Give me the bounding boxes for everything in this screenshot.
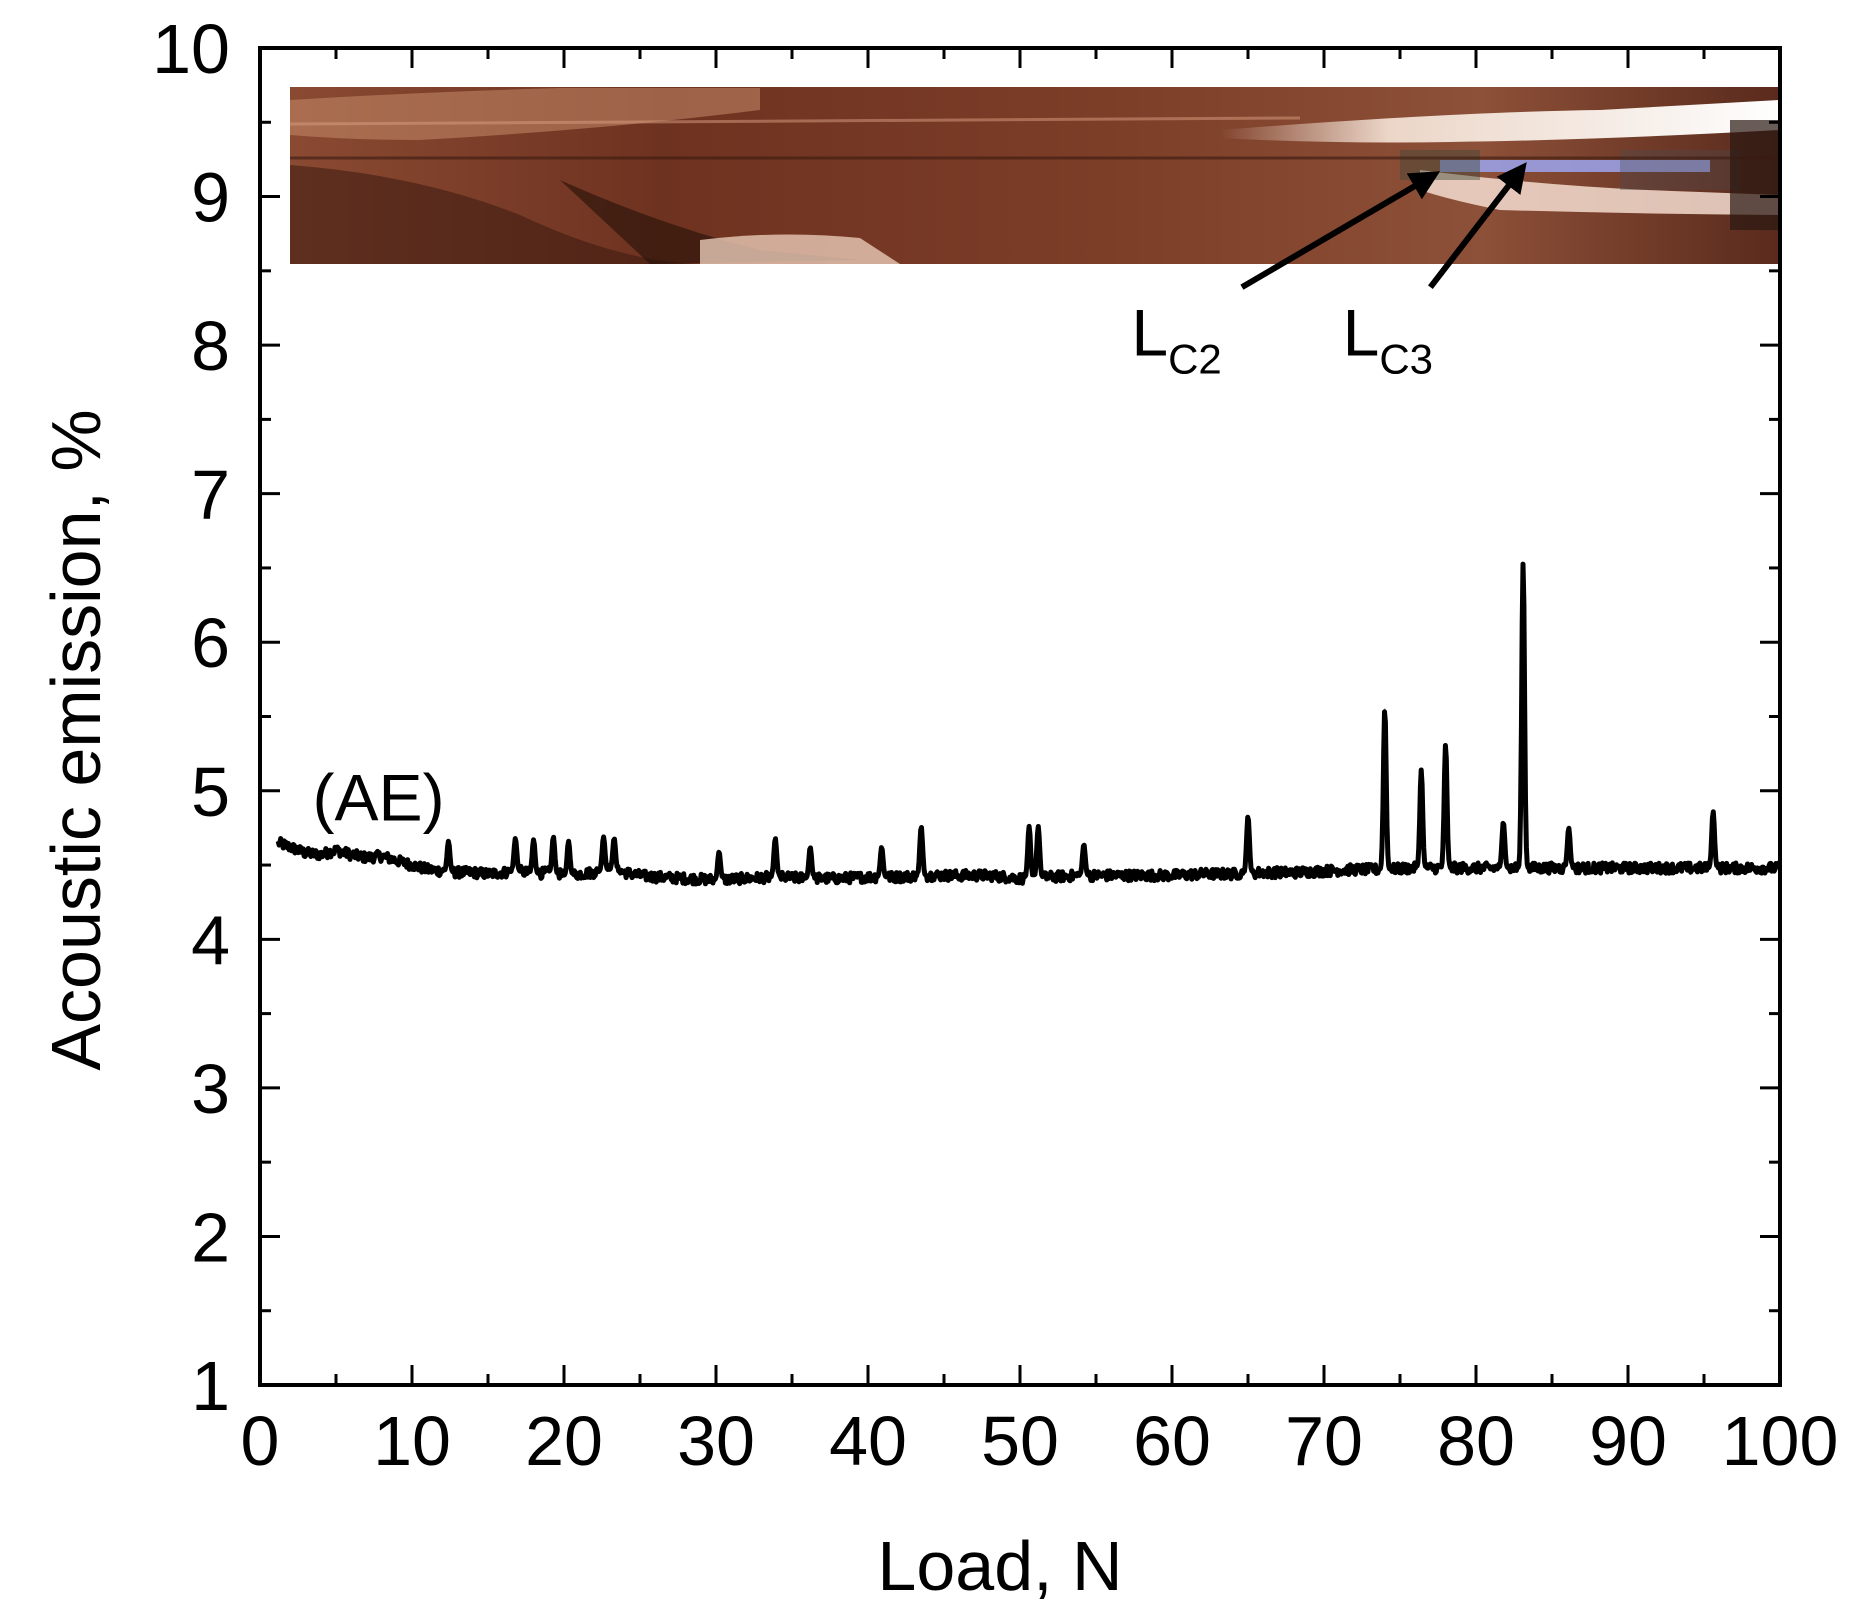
ae-spike-peak bbox=[1522, 562, 1524, 564]
ae-spike-peak bbox=[514, 837, 516, 839]
x-axis-title: Load, N bbox=[877, 1527, 1122, 1605]
axis-ticks: 0 10 20 30 40 50 60 70 80 90 100 1 2 3 4 5 6 7 8 9 10 bbox=[152, 10, 1838, 1480]
critical-load-arrow bbox=[1240, 171, 1441, 290]
y-tick-label: 4 bbox=[191, 901, 230, 979]
y-tick-label: 10 bbox=[152, 10, 230, 88]
x-tick-label: 70 bbox=[1285, 1402, 1363, 1480]
y-axis-title: Acoustic emission, % bbox=[37, 409, 115, 1070]
ae-spike-peak bbox=[1420, 769, 1422, 771]
annotation-label: LC2 bbox=[1131, 296, 1221, 383]
y-tick-label: 6 bbox=[191, 604, 230, 682]
x-tick-label: 80 bbox=[1437, 1402, 1515, 1480]
ae-spike-peak bbox=[1247, 815, 1249, 817]
x-tick-label: 30 bbox=[677, 1402, 755, 1480]
scratch-micrograph bbox=[289, 87, 1780, 264]
x-tick-label: 10 bbox=[373, 1402, 451, 1480]
ae-spike-peak bbox=[920, 825, 922, 827]
ae-spike-peak bbox=[1568, 827, 1570, 829]
y-tick-label: 7 bbox=[191, 456, 230, 534]
x-tick-label: 20 bbox=[525, 1402, 603, 1480]
x-tick-label: 0 bbox=[241, 1402, 280, 1480]
y-tick-label: 3 bbox=[191, 1050, 230, 1128]
ae-spike-peak bbox=[1384, 708, 1386, 710]
annotation-subscript: C2 bbox=[1168, 336, 1222, 383]
ae-spike-peak bbox=[603, 836, 605, 838]
ae-spike-peak bbox=[1037, 825, 1039, 827]
ae-spike-peak bbox=[613, 837, 615, 839]
ae-spike-peak bbox=[881, 846, 883, 848]
annotation-label: (AE) bbox=[313, 760, 445, 834]
annotation-label: LC3 bbox=[1343, 296, 1433, 383]
x-tick-label: 50 bbox=[981, 1402, 1059, 1480]
x-tick-label: 40 bbox=[829, 1402, 907, 1480]
annotation-subscript: C3 bbox=[1379, 336, 1433, 383]
ae-spike-peak bbox=[1712, 811, 1714, 813]
y-tick-label: 1 bbox=[191, 1347, 230, 1425]
ae-spike-peak bbox=[1028, 825, 1030, 827]
ae-spike-peak bbox=[774, 837, 776, 839]
y-tick-label: 5 bbox=[191, 753, 230, 831]
ae-spike-peak bbox=[533, 839, 535, 841]
ae-spike-peak bbox=[1502, 821, 1504, 823]
ae-spike-peak bbox=[718, 851, 720, 853]
ae-signal-line bbox=[275, 561, 1783, 887]
chart-annotations: (AE) LC2 LC3 bbox=[313, 162, 1527, 834]
y-tick-label: 9 bbox=[191, 159, 230, 237]
y-tick-label: 8 bbox=[191, 307, 230, 385]
ae-spike-peak bbox=[809, 846, 811, 848]
y-tick-label: 2 bbox=[191, 1198, 230, 1276]
data-series bbox=[275, 561, 1783, 887]
x-tick-label: 60 bbox=[1133, 1402, 1211, 1480]
ae-spike-peak bbox=[552, 836, 554, 838]
critical-load-arrow bbox=[1428, 162, 1527, 290]
x-tick-label: 100 bbox=[1722, 1402, 1839, 1480]
ae-spike-peak bbox=[1083, 843, 1085, 845]
ae-spike-peak bbox=[568, 840, 570, 842]
ae-spike-peak bbox=[1445, 744, 1447, 746]
x-tick-label: 90 bbox=[1589, 1402, 1667, 1480]
ae-spike-peak bbox=[447, 840, 449, 842]
